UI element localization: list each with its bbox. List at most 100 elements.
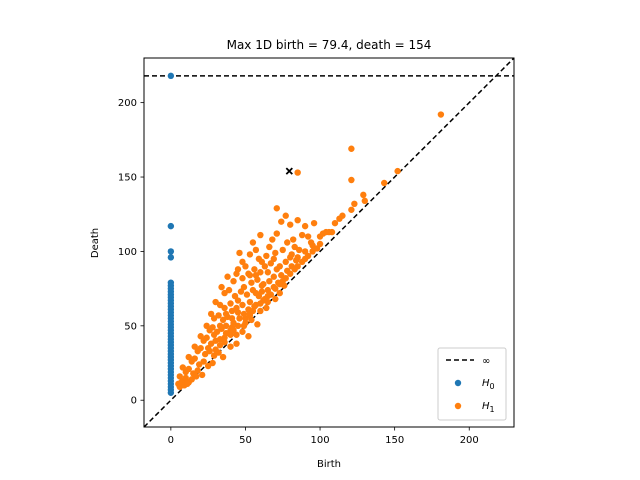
point-h1 xyxy=(252,272,260,279)
point-h1 xyxy=(212,346,219,353)
point-h1 xyxy=(246,272,254,279)
point-h1 xyxy=(222,322,230,330)
point-h1 xyxy=(225,286,233,294)
points-layer xyxy=(167,72,445,396)
point-h1 xyxy=(218,283,225,291)
point-h1 xyxy=(270,273,277,280)
point-h1 xyxy=(284,239,291,246)
point-h1 xyxy=(264,286,272,294)
point-h1 xyxy=(254,321,261,328)
diagonal-line xyxy=(144,58,514,427)
point-h1 xyxy=(242,263,249,270)
point-h1 xyxy=(198,371,206,379)
point-h1 xyxy=(228,307,236,315)
legend-infinity-label: ∞ xyxy=(482,356,490,367)
point-h1 xyxy=(233,270,240,277)
point-h1 xyxy=(219,353,227,361)
point-h1 xyxy=(257,307,264,315)
point-h1 xyxy=(287,270,294,277)
y-axis-label: Death xyxy=(90,228,101,258)
point-h1 xyxy=(276,280,283,288)
y-tick-label: 100 xyxy=(118,247,137,258)
point-h0 xyxy=(167,72,175,80)
point-h0 xyxy=(167,248,175,255)
x-tick-label: 0 xyxy=(168,435,174,446)
point-h1 xyxy=(272,285,279,292)
legend: ∞ H0 H1 xyxy=(437,347,507,421)
point-h1 xyxy=(263,304,270,312)
point-h1 xyxy=(276,263,283,270)
point-h1 xyxy=(200,358,207,365)
point-h0 xyxy=(167,389,175,396)
axis-ticks: 0 50 100 150 200 0 50 100 150 200 xyxy=(118,98,479,446)
point-h1 xyxy=(252,246,260,254)
legend-box xyxy=(437,347,507,421)
point-h1 xyxy=(228,324,236,331)
point-h1 xyxy=(245,333,252,340)
point-h1 xyxy=(328,228,336,236)
point-h1 xyxy=(252,301,260,309)
point-h1 xyxy=(236,249,243,257)
point-h1 xyxy=(233,340,240,347)
legend-h0-marker xyxy=(454,379,462,387)
point-h1 xyxy=(288,251,295,258)
point-h1 xyxy=(394,167,401,175)
point-h1 xyxy=(234,309,242,316)
point-h1 xyxy=(304,233,312,240)
point-h1 xyxy=(227,343,234,350)
point-h1 xyxy=(304,252,312,260)
point-h1 xyxy=(289,236,297,243)
point-h1 xyxy=(295,246,303,254)
point-h0 xyxy=(167,254,175,261)
point-h1 xyxy=(215,312,222,319)
point-h1 xyxy=(236,315,243,322)
point-h1 xyxy=(209,359,216,367)
point-h1 xyxy=(185,365,192,373)
point-h1 xyxy=(294,169,301,176)
point-h1 xyxy=(234,297,242,304)
point-h1 xyxy=(216,322,224,330)
point-h1 xyxy=(336,215,343,222)
point-h1 xyxy=(210,331,218,338)
point-h1 xyxy=(282,275,289,282)
y-tick-label: 150 xyxy=(118,173,137,184)
x-tick-label: 200 xyxy=(460,435,479,446)
point-h1 xyxy=(194,367,201,374)
point-h1 xyxy=(257,231,264,239)
point-h0 xyxy=(167,222,175,230)
point-h1 xyxy=(266,243,273,251)
point-h1 xyxy=(360,191,367,199)
point-h1 xyxy=(230,277,237,285)
point-h1 xyxy=(240,310,248,318)
point-h1 xyxy=(264,298,272,306)
point-h1 xyxy=(276,289,283,297)
point-h1 xyxy=(203,334,210,341)
point-h1 xyxy=(227,300,234,307)
point-h1 xyxy=(246,298,254,306)
point-h1 xyxy=(228,315,236,322)
point-h1 xyxy=(216,336,224,343)
point-h1 xyxy=(249,239,257,246)
y-tick-label: 200 xyxy=(118,98,137,109)
x-tick-label: 150 xyxy=(385,435,404,446)
point-h1 xyxy=(209,324,216,331)
point-h1 xyxy=(246,251,254,258)
point-h1 xyxy=(287,221,294,228)
point-h1 xyxy=(243,291,251,298)
x-tick-label: 50 xyxy=(239,435,252,446)
x-tick-label: 100 xyxy=(311,435,330,446)
point-h1 xyxy=(291,266,298,273)
point-h1 xyxy=(282,212,289,219)
point-h1 xyxy=(239,301,246,309)
point-h1 xyxy=(263,252,270,260)
point-h1 xyxy=(348,145,355,152)
point-h1 xyxy=(381,179,388,187)
point-h1 xyxy=(258,288,266,295)
point-h1 xyxy=(258,258,266,266)
point-h1 xyxy=(258,282,266,289)
legend-h1-marker xyxy=(454,402,462,410)
point-h1 xyxy=(272,249,279,257)
point-h1 xyxy=(273,205,280,212)
point-h1 xyxy=(252,289,260,297)
